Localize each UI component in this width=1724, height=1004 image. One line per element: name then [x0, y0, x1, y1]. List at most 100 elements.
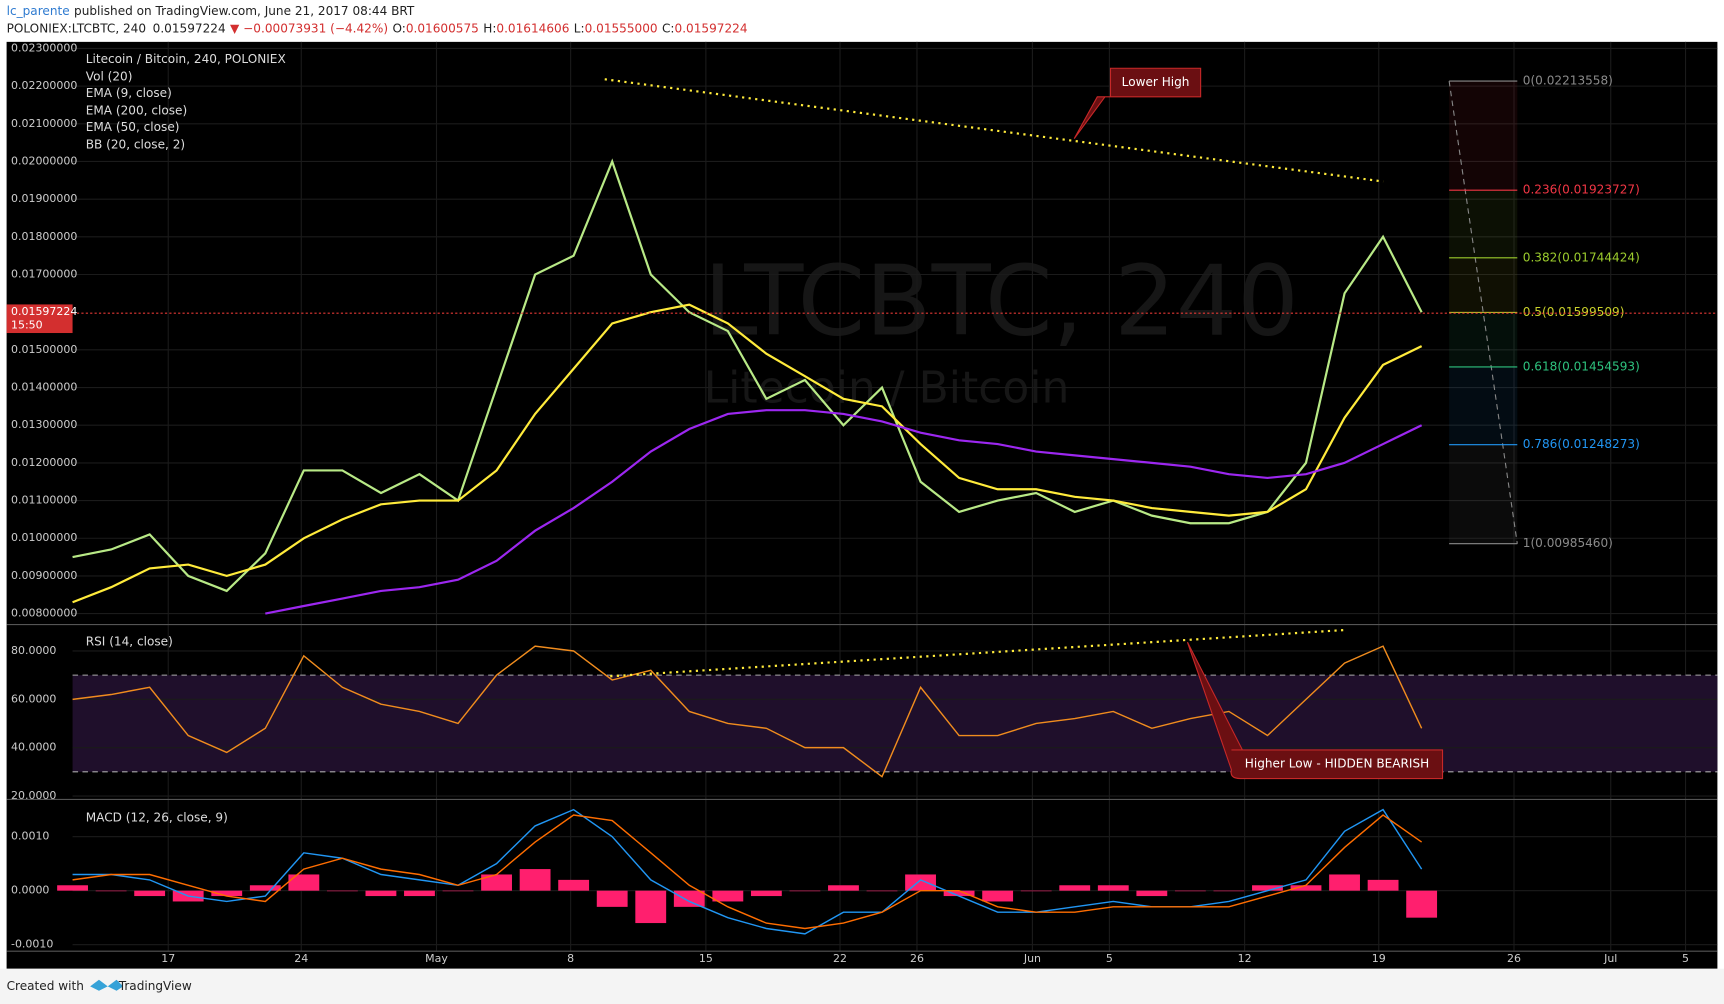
macd-histogram-bar: [442, 890, 474, 892]
legend-item: BB (20, close, 2): [86, 138, 185, 152]
y-tick-label: 0.01500000: [11, 343, 77, 356]
last-price-tag: [6, 304, 73, 334]
price-line: [72, 158, 1423, 593]
ohlc-value: 0.01600575: [406, 21, 479, 35]
y-tick-label: 0.0000: [11, 884, 49, 897]
macd-histogram-bar: [57, 885, 88, 891]
footer-brand[interactable]: TradingView: [118, 979, 192, 993]
published: published on TradingView.com, June 21, 2…: [74, 4, 415, 18]
fib-label: 0.618(0.01454593): [1523, 359, 1640, 373]
x-tick-label: 15: [699, 952, 713, 965]
macd-histogram-bar: [95, 890, 127, 892]
macd-histogram-bar: [1406, 890, 1438, 918]
macd-histogram-bar: [558, 879, 590, 891]
y-tick-label: 0.0010: [11, 830, 49, 843]
macd-histogram-bar: [1367, 879, 1399, 891]
fib-zone: [1449, 312, 1518, 367]
chart-title: Litecoin / Bitcoin, 240, POLONIEX: [86, 52, 286, 66]
last-price-label: 0.01597224: [11, 305, 77, 318]
y-tick-label: 0.02100000: [11, 117, 77, 130]
fib-label: 0.786(0.01248273): [1523, 437, 1640, 451]
last: 0.01597224: [153, 21, 226, 35]
macd-histogram-bar: [866, 890, 898, 892]
annotation: Lower High: [1122, 75, 1190, 89]
y-tick-label: 0.02300000: [11, 41, 77, 54]
trend-line: [604, 78, 1384, 183]
y-tick-label: 0.01400000: [11, 381, 77, 394]
y-tick-label: 80.0000: [11, 644, 56, 657]
legend-item: Vol (20): [86, 70, 133, 84]
macd-histogram-bar: [712, 890, 744, 902]
x-tick-label: May: [425, 952, 448, 965]
ohlc-label: O:: [392, 21, 405, 35]
fib-zone: [1449, 190, 1518, 258]
x-tick-label: Jun: [1023, 952, 1041, 965]
fib-label: 0.5(0.01599509): [1523, 305, 1625, 319]
x-tick-label: 24: [294, 952, 308, 965]
fib-zone: [1449, 444, 1518, 544]
y-tick-label: 0.00800000: [11, 607, 77, 620]
macd-line: [72, 814, 1423, 930]
fib-label: 0.236(0.01923727): [1523, 183, 1640, 197]
symbol: POLONIEX:LTCBTC, 240: [7, 21, 146, 35]
fib-zone: [1449, 257, 1518, 313]
macd-histogram-bar: [1174, 890, 1206, 892]
ohlc-label: C:: [662, 21, 675, 35]
macd-histogram-bar: [789, 890, 821, 892]
ohlc-value: 0.01614606: [496, 21, 569, 35]
ohlc-value: 0.01555000: [585, 21, 658, 35]
footer-bg: [0, 968, 1724, 1004]
macd-histogram-bar: [1136, 890, 1168, 897]
macd-histogram-bar: [828, 885, 859, 891]
y-tick-label: 20.0000: [11, 789, 56, 802]
x-tick-label: 12: [1238, 952, 1252, 965]
macd-histogram-bar: [365, 890, 397, 897]
x-tick-label: 19: [1372, 952, 1386, 965]
macd-histogram-bar: [1213, 890, 1245, 892]
rsi-band: [72, 675, 1718, 772]
y-tick-label: 0.00900000: [11, 569, 77, 582]
callout: [1186, 641, 1444, 780]
y-tick-label: 60.0000: [11, 692, 56, 705]
y-tick-label: 0.01900000: [11, 192, 77, 205]
y-tick-label: -0.0010: [11, 938, 53, 951]
change: ▼ −0.00073931 (−4.42%): [230, 21, 388, 35]
y-tick-label: 0.01300000: [11, 418, 77, 431]
macd-histogram-bar: [1329, 874, 1360, 891]
rsi-line: [72, 645, 1423, 778]
macd-histogram-bar: [404, 890, 435, 897]
y-tick-label: 0.01100000: [11, 494, 77, 507]
fib-trend: [1448, 80, 1518, 544]
watermark: LTCBTC, 240: [704, 244, 1299, 357]
macd-histogram-bar: [519, 869, 551, 891]
header-line-2: POLONIEX:LTCBTC, 240 0.01597224 ▼ −0.00073…: [7, 21, 748, 35]
header-line-1: lc_parente published on TradingView.com, …: [7, 4, 415, 18]
fib-label: 1(0.00985460): [1523, 536, 1613, 550]
macd-histogram-bar: [1059, 885, 1091, 891]
chart-bg: [6, 41, 1718, 969]
ema-line: [265, 409, 1423, 615]
y-tick-label: 0.02000000: [11, 154, 77, 167]
footer-created: Created with: [7, 979, 84, 993]
macd-histogram-bar: [982, 890, 1014, 902]
author[interactable]: lc_parente: [7, 4, 70, 18]
ohlc-label: H:: [483, 21, 496, 35]
fib-label: 0.382(0.01744424): [1523, 250, 1640, 264]
x-tick-label: 22: [833, 952, 847, 965]
x-tick-label: 17: [161, 952, 175, 965]
macd-line: [72, 808, 1423, 935]
macd-histogram-bar: [1252, 885, 1283, 891]
macd-histogram-bar: [596, 890, 628, 907]
macd-histogram-bar: [326, 890, 358, 892]
macd-histogram-bar: [1097, 885, 1129, 891]
x-tick-label: Jul: [1603, 952, 1617, 965]
callout: [1073, 67, 1202, 139]
fib-zone: [1449, 81, 1518, 191]
legend-item: EMA (200, close): [86, 104, 187, 118]
macd-histogram-bar: [943, 890, 975, 897]
ema-line: [72, 303, 1423, 604]
y-tick-label: 40.0000: [11, 741, 56, 754]
x-tick-label: 8: [567, 952, 574, 965]
